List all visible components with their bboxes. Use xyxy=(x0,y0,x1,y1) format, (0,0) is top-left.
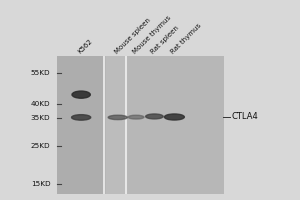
Text: Rat thymus: Rat thymus xyxy=(170,22,203,55)
Text: Mouse thymus: Mouse thymus xyxy=(132,14,172,55)
Text: Rat spleen: Rat spleen xyxy=(150,24,181,55)
Text: 15KD: 15KD xyxy=(31,181,50,187)
Text: 55KD: 55KD xyxy=(31,70,50,76)
Text: K562: K562 xyxy=(77,38,94,55)
Text: CTLA4: CTLA4 xyxy=(232,112,259,121)
Text: Mouse spleen: Mouse spleen xyxy=(113,17,152,55)
Text: 40KD: 40KD xyxy=(31,101,50,107)
Ellipse shape xyxy=(128,115,144,119)
Ellipse shape xyxy=(72,91,90,98)
Ellipse shape xyxy=(108,115,127,120)
Text: 25KD: 25KD xyxy=(31,143,50,149)
Ellipse shape xyxy=(164,114,184,120)
Ellipse shape xyxy=(146,114,163,119)
Text: 35KD: 35KD xyxy=(31,115,50,121)
Ellipse shape xyxy=(72,115,91,120)
